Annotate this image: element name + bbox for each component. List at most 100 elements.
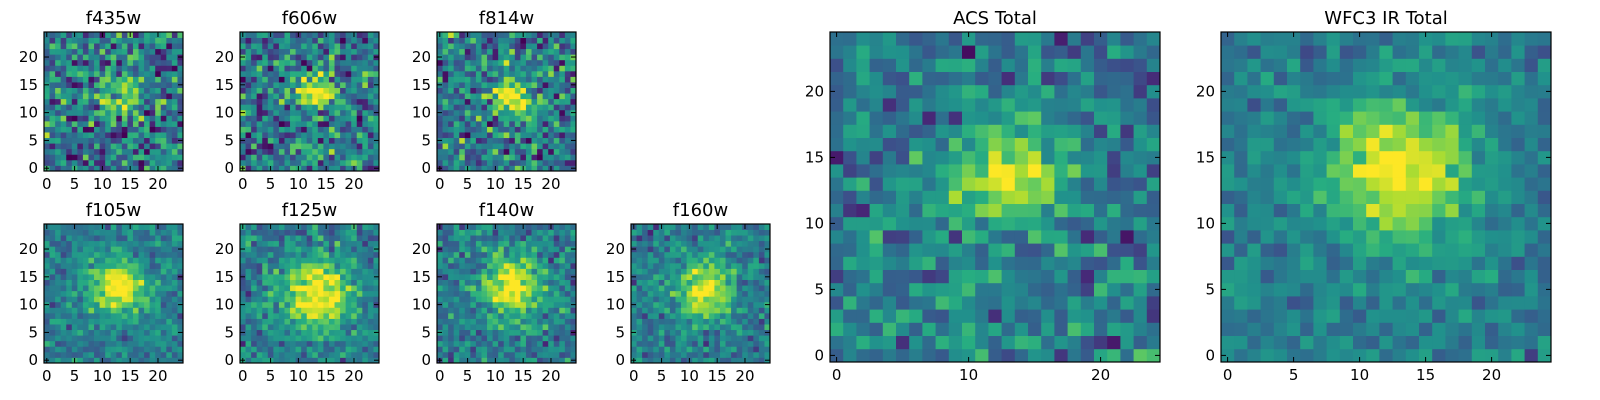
pixel: [503, 165, 510, 172]
pixel: [160, 32, 167, 38]
pixel: [725, 335, 732, 342]
pixel: [251, 235, 258, 242]
pixel: [60, 65, 67, 72]
pixel: [77, 296, 84, 303]
pixel: [82, 318, 89, 325]
pixel: [306, 43, 313, 50]
pixel: [520, 257, 527, 264]
pixel: [82, 351, 89, 358]
pixel: [830, 230, 844, 244]
pixel: [470, 137, 477, 144]
pixel: [251, 132, 258, 139]
x-tick-label: 0: [629, 367, 639, 385]
pixel: [373, 262, 380, 269]
pixel: [962, 335, 976, 350]
pixel: [1041, 190, 1055, 204]
pixel: [278, 229, 285, 236]
pixel: [708, 240, 715, 247]
pixel: [714, 240, 721, 247]
pixel: [317, 301, 324, 308]
pixel: [1014, 335, 1029, 350]
pixel: [121, 251, 128, 258]
pixel: [362, 246, 369, 253]
pixel: [284, 235, 291, 242]
pixel: [345, 59, 352, 66]
pixel: [653, 246, 660, 253]
pixel: [105, 335, 112, 342]
pixel: [514, 115, 521, 122]
pixel: [127, 251, 134, 258]
pixel: [531, 104, 538, 111]
pixel: [71, 279, 78, 286]
pixel: [66, 82, 73, 88]
pixel: [82, 148, 89, 155]
pixel: [1094, 269, 1108, 284]
pixel: [155, 229, 162, 236]
pixel: [498, 257, 505, 264]
pixel: [725, 251, 732, 258]
pixel: [570, 346, 577, 353]
pixel: [132, 165, 139, 172]
pixel: [267, 290, 274, 297]
pixel: [498, 37, 505, 44]
pixel: [290, 120, 296, 127]
pixel: [373, 32, 380, 38]
pixel: [171, 82, 178, 88]
pixel: [475, 279, 482, 286]
pixel: [437, 37, 443, 44]
pixel: [256, 54, 263, 61]
pixel: [127, 235, 134, 242]
pixel: [88, 54, 95, 61]
pixel: [669, 257, 676, 264]
pixel: [105, 37, 112, 44]
pixel: [245, 109, 252, 116]
pixel: [166, 132, 173, 139]
pixel: [82, 70, 89, 77]
pixel: [60, 82, 67, 88]
pixel: [437, 268, 443, 275]
pixel: [481, 37, 488, 44]
pixel: [481, 59, 488, 66]
pixel: [138, 109, 145, 116]
pixel: [487, 312, 493, 319]
pixel: [525, 251, 532, 258]
pixel: [559, 296, 566, 303]
pixel: [55, 335, 62, 342]
pixel: [301, 132, 308, 139]
pixel: [138, 93, 145, 100]
pixel: [647, 235, 654, 242]
pixel: [94, 335, 100, 342]
pixel: [306, 346, 313, 353]
pixel: [66, 132, 73, 139]
pixel: [437, 251, 443, 258]
pixel: [317, 235, 324, 242]
pixel: [121, 329, 128, 336]
pixel: [753, 251, 760, 258]
pixel: [909, 203, 923, 218]
pixel: [166, 296, 173, 303]
axes-frame: [630, 223, 771, 364]
pixel: [166, 159, 173, 166]
pixel: [267, 76, 274, 83]
y-tick-label: 0: [224, 159, 234, 177]
pixel: [345, 312, 352, 319]
pixel: [105, 246, 112, 253]
pixel: [509, 104, 516, 111]
pixel: [542, 65, 549, 72]
pixel: [686, 296, 693, 303]
pixel: [975, 150, 989, 165]
pixel: [60, 301, 67, 308]
pixel: [470, 229, 477, 236]
pixel: [448, 224, 455, 230]
pixel: [88, 357, 95, 364]
pixel: [503, 93, 510, 100]
pixel: [317, 137, 324, 144]
pixel: [121, 43, 128, 50]
pixel: [273, 54, 280, 61]
pixel: [60, 43, 67, 50]
pixel: [367, 132, 374, 139]
pixel: [503, 37, 510, 44]
pixel: [525, 257, 532, 264]
pixel: [251, 290, 258, 297]
